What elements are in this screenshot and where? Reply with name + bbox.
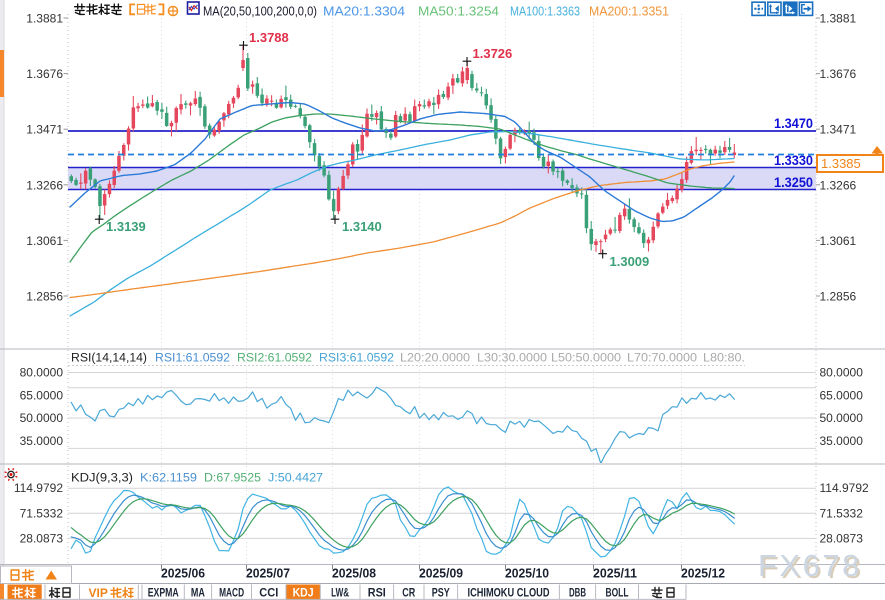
svg-text:L70:70.0000: L70:70.0000 xyxy=(627,351,697,365)
svg-text:MACD: MACD xyxy=(219,586,244,600)
svg-text:L50:50.0000: L50:50.0000 xyxy=(551,351,621,365)
svg-text:1.3250: 1.3250 xyxy=(774,175,813,190)
svg-text:L20:20.0000: L20:20.0000 xyxy=(400,351,470,365)
svg-text:RSI: RSI xyxy=(368,586,386,600)
svg-text:MA200:1.3351: MA200:1.3351 xyxy=(589,4,669,19)
svg-text:L30:30.0000: L30:30.0000 xyxy=(477,351,547,365)
svg-text:1.2856: 1.2856 xyxy=(820,289,857,303)
svg-text:J:50.4427: J:50.4427 xyxy=(268,471,323,485)
svg-text:28.0873: 28.0873 xyxy=(20,531,64,545)
svg-text:2025/11: 2025/11 xyxy=(593,567,637,581)
svg-text:65.0000: 65.0000 xyxy=(20,388,64,402)
svg-text:RSI1:61.0592: RSI1:61.0592 xyxy=(155,351,230,365)
svg-text:MA20:1.3304: MA20:1.3304 xyxy=(323,4,405,19)
svg-text:65.0000: 65.0000 xyxy=(820,388,864,402)
svg-text:1.3266: 1.3266 xyxy=(820,178,857,192)
svg-text:1.3676: 1.3676 xyxy=(26,67,63,81)
svg-text:MA: MA xyxy=(191,586,205,600)
svg-text:1.3471: 1.3471 xyxy=(820,123,857,137)
svg-text:VIP: VIP xyxy=(89,586,108,600)
svg-text:FX678: FX678 xyxy=(758,548,862,583)
svg-text:1.3676: 1.3676 xyxy=(820,67,857,81)
svg-text:1.3881: 1.3881 xyxy=(26,12,63,26)
svg-text:1.3009: 1.3009 xyxy=(610,254,650,269)
svg-text:2025/08: 2025/08 xyxy=(332,567,376,581)
svg-text:RSI2:61.0592: RSI2:61.0592 xyxy=(237,351,312,365)
svg-text:MA50:1.3254: MA50:1.3254 xyxy=(418,4,499,19)
svg-text:1.3266: 1.3266 xyxy=(26,178,63,192)
svg-text:ICHIMOKU CLOUD: ICHIMOKU CLOUD xyxy=(468,586,550,600)
svg-text:80.0000: 80.0000 xyxy=(820,366,864,380)
svg-text:35.0000: 35.0000 xyxy=(820,434,864,448)
svg-text:MA(20,50,100,200,0,0): MA(20,50,100,200,0,0) xyxy=(203,4,317,19)
svg-text:1.3385: 1.3385 xyxy=(821,156,861,171)
svg-text:FX678: FX678 xyxy=(760,550,864,585)
svg-text:DBB: DBB xyxy=(569,586,586,600)
svg-text:1.3061: 1.3061 xyxy=(820,234,857,248)
svg-text:80.0000: 80.0000 xyxy=(20,366,64,380)
svg-text:1.3330: 1.3330 xyxy=(774,153,813,168)
svg-text:2025/10: 2025/10 xyxy=(505,567,549,581)
svg-text:1.3140: 1.3140 xyxy=(342,219,382,234)
svg-text:1.3139: 1.3139 xyxy=(106,219,146,234)
svg-text:MA100:1.3363: MA100:1.3363 xyxy=(510,4,580,19)
svg-text:71.5332: 71.5332 xyxy=(820,506,864,520)
svg-text:L80:80.: L80:80. xyxy=(703,351,745,365)
svg-text:KDJ(9,3,3): KDJ(9,3,3) xyxy=(71,471,133,485)
svg-text:LW&: LW& xyxy=(331,586,349,600)
svg-text:CCI: CCI xyxy=(259,586,278,600)
svg-text:1.3788: 1.3788 xyxy=(249,30,289,45)
svg-text:1.3471: 1.3471 xyxy=(26,123,63,137)
svg-text:1.3881: 1.3881 xyxy=(820,12,857,26)
svg-text:28.0873: 28.0873 xyxy=(820,531,864,545)
svg-text:K:62.1159: K:62.1159 xyxy=(140,471,197,485)
svg-text:114.9792: 114.9792 xyxy=(820,481,869,495)
svg-text:114.9792: 114.9792 xyxy=(14,481,63,495)
svg-text:2025/07: 2025/07 xyxy=(246,567,290,581)
svg-text:2025/06: 2025/06 xyxy=(161,567,205,581)
svg-text:1.3726: 1.3726 xyxy=(473,46,513,61)
svg-text:1.2856: 1.2856 xyxy=(26,289,63,303)
svg-text:2025/12: 2025/12 xyxy=(681,567,725,581)
svg-text:BOLL: BOLL xyxy=(606,586,629,600)
svg-text:RSI3:61.0592: RSI3:61.0592 xyxy=(319,351,394,365)
svg-text:71.5332: 71.5332 xyxy=(20,506,64,520)
svg-text:1.3061: 1.3061 xyxy=(26,234,63,248)
svg-text:KDJ: KDJ xyxy=(293,586,314,600)
svg-text:50.0000: 50.0000 xyxy=(820,411,864,425)
svg-text:D:67.9525: D:67.9525 xyxy=(204,471,261,485)
svg-text:35.0000: 35.0000 xyxy=(20,434,64,448)
svg-text:2025/09: 2025/09 xyxy=(419,567,463,581)
svg-text:50.0000: 50.0000 xyxy=(20,411,64,425)
svg-text:EXPMA: EXPMA xyxy=(148,586,179,600)
svg-text:CR: CR xyxy=(402,586,415,600)
svg-text:PSY: PSY xyxy=(432,586,450,600)
svg-text:RSI(14,14,14): RSI(14,14,14) xyxy=(71,351,147,365)
svg-text:1.3470: 1.3470 xyxy=(774,116,813,131)
